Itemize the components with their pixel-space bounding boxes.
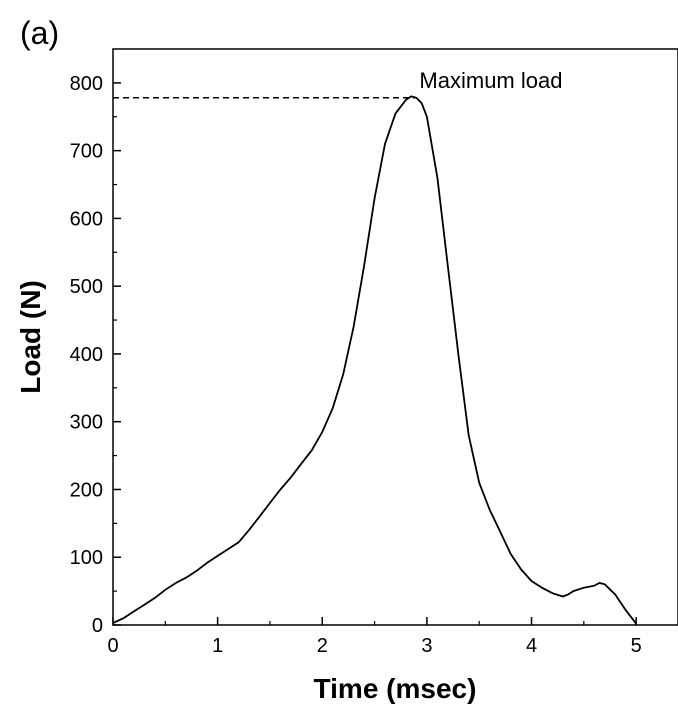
y-tick-label-6: 600 [70, 208, 103, 230]
y-tick-label-8: 800 [70, 73, 103, 95]
x-axis: 0 1 2 3 4 5 [107, 617, 642, 657]
y-tick-label-0: 0 [92, 615, 103, 637]
x-tick-label-0: 0 [107, 635, 118, 657]
x-tick-label-3: 3 [421, 635, 432, 657]
x-tick-label-4: 4 [526, 635, 537, 657]
x-axis-title: Time (msec) [314, 673, 477, 704]
y-axis-title: Load (N) [15, 280, 46, 394]
plot-frame [112, 48, 678, 626]
y-tick-label-1: 100 [70, 547, 103, 569]
y-tick-label-7: 700 [70, 141, 103, 163]
y-tick-label-5: 500 [70, 276, 103, 298]
y-tick-label-3: 300 [70, 412, 103, 434]
x-tick-label-1: 1 [212, 635, 223, 657]
y-tick-label-4: 400 [70, 344, 103, 366]
panel-label: (a) [20, 15, 59, 51]
x-tick-label-5: 5 [631, 635, 642, 657]
x-tick-label-2: 2 [317, 635, 328, 657]
y-axis: 0 100 200 300 400 500 600 700 800 [70, 73, 121, 637]
y-tick-label-2: 200 [70, 479, 103, 501]
max-load-annotation: Maximum load [419, 68, 562, 93]
load-curve [112, 95, 637, 625]
